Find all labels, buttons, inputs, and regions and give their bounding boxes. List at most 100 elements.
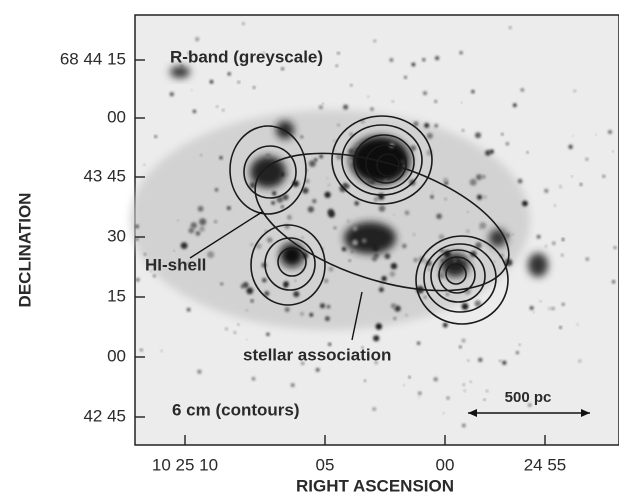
- speckle: [189, 56, 192, 59]
- contour: [243, 145, 297, 199]
- speckle: [354, 201, 359, 206]
- speckle: [255, 243, 262, 250]
- speckle: [418, 391, 422, 395]
- speckle: [461, 303, 469, 310]
- speckle: [526, 151, 529, 154]
- speckle: [585, 257, 589, 261]
- speckle: [536, 234, 541, 239]
- speckle: [335, 64, 338, 67]
- speckle: [209, 80, 214, 84]
- speckle: [501, 133, 504, 136]
- speckle: [301, 236, 304, 239]
- speckle: [143, 164, 145, 166]
- speckle: [410, 145, 417, 152]
- speckle: [508, 26, 512, 29]
- speckle: [436, 213, 442, 220]
- speckle: [476, 174, 482, 181]
- speckle: [539, 300, 542, 303]
- speckle: [548, 307, 551, 310]
- x-tick-label: 00: [436, 455, 455, 474]
- speckle: [283, 281, 289, 287]
- speckle: [393, 317, 397, 320]
- speckle: [404, 210, 410, 215]
- speckle: [237, 81, 240, 84]
- speckle: [471, 90, 475, 94]
- speckle: [442, 322, 448, 328]
- speckle: [452, 258, 457, 263]
- speckle: [459, 51, 463, 55]
- speckle: [242, 22, 245, 25]
- speckle: [262, 51, 265, 55]
- bright-knot: [344, 222, 396, 254]
- speckle: [334, 150, 336, 152]
- speckle: [571, 175, 573, 177]
- speckle: [527, 403, 532, 407]
- speckle: [478, 228, 481, 231]
- speckle: [361, 238, 367, 244]
- stellar-pointer: [351, 291, 363, 341]
- speckle: [561, 303, 565, 306]
- speckle: [293, 291, 300, 298]
- speckle: [287, 215, 292, 220]
- speckle: [417, 341, 421, 345]
- speckle: [328, 342, 332, 346]
- speckle: [314, 158, 318, 162]
- contour: [365, 144, 407, 184]
- speckle: [413, 257, 418, 263]
- speckle: [197, 205, 204, 212]
- speckle: [469, 178, 477, 186]
- speckle: [190, 222, 198, 229]
- speckle: [572, 135, 574, 137]
- speckle: [544, 245, 548, 248]
- speckle: [481, 175, 486, 179]
- speckle: [319, 154, 323, 159]
- speckle: [568, 144, 573, 149]
- speckle: [180, 65, 184, 68]
- speckle: [578, 359, 582, 363]
- speckle: [423, 295, 427, 299]
- speckle: [199, 226, 205, 232]
- speckle: [612, 280, 615, 284]
- speckle: [435, 56, 440, 61]
- speckle: [351, 251, 353, 253]
- speckle: [390, 303, 397, 309]
- speckle: [326, 304, 331, 309]
- speckle: [579, 183, 583, 186]
- speckle: [197, 369, 202, 374]
- speckle: [367, 179, 372, 184]
- speckle: [219, 156, 223, 160]
- speckle: [328, 266, 334, 272]
- speckle: [459, 345, 462, 349]
- speckle: [381, 276, 387, 282]
- speckle: [322, 102, 324, 105]
- contour: [438, 256, 476, 294]
- speckle: [249, 182, 256, 189]
- speckle: [324, 278, 329, 283]
- speckle: [393, 214, 395, 216]
- speckle: [559, 326, 562, 329]
- speckle: [475, 242, 482, 249]
- speckle: [200, 154, 203, 157]
- speckle: [237, 323, 240, 326]
- speckle: [333, 226, 337, 230]
- speckle: [485, 150, 491, 156]
- speckle: [225, 327, 228, 331]
- speckle: [493, 261, 496, 263]
- x-axis-label: RIGHT ASCENSION: [296, 476, 454, 495]
- speckle: [186, 307, 191, 312]
- contour: [264, 237, 316, 291]
- speckle: [341, 247, 347, 252]
- speckle: [328, 183, 331, 187]
- y-axis-label: DECLINATION: [15, 193, 34, 308]
- speckle: [373, 335, 380, 342]
- speckle: [390, 262, 398, 270]
- speckle: [199, 218, 207, 226]
- speckle: [282, 194, 289, 201]
- hi-shell-label: HI-shell: [145, 255, 206, 274]
- speckle: [195, 231, 201, 236]
- speckle: [443, 177, 448, 183]
- speckle: [431, 191, 434, 193]
- y-tick-label: 43 45: [83, 166, 126, 185]
- speckle: [462, 423, 466, 428]
- speckle: [446, 396, 450, 400]
